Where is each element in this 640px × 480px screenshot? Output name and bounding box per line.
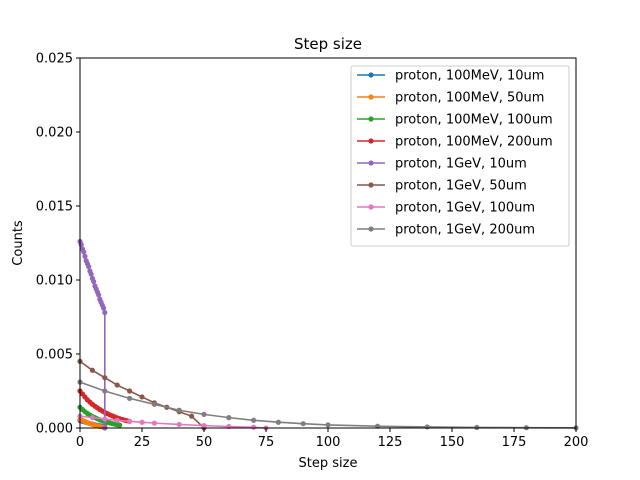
data-point <box>100 305 107 311</box>
data-point <box>102 388 108 394</box>
data-point <box>189 413 195 419</box>
legend-item: proton, 1GeV, 50um <box>357 179 527 194</box>
data-point <box>127 418 133 424</box>
x-tick-label: 0 <box>76 435 84 450</box>
data-point <box>251 424 257 430</box>
legend-marker <box>368 72 374 78</box>
data-point <box>117 422 123 428</box>
x-tick-label: 50 <box>196 435 213 450</box>
x-axis-label: Step size <box>299 456 358 471</box>
data-point <box>176 421 182 428</box>
data-point <box>89 367 95 373</box>
data-point <box>102 416 108 422</box>
series-7 <box>77 413 269 431</box>
legend-item: proton, 100MeV, 10um <box>357 69 544 84</box>
x-tick-label: 75 <box>258 435 275 450</box>
x-tick-label: 200 <box>564 435 589 450</box>
data-point <box>201 411 207 417</box>
legend-label: proton, 100MeV, 100um <box>395 113 553 128</box>
data-point <box>81 249 87 255</box>
legend-label: proton, 1GeV, 200um <box>395 223 535 238</box>
data-point <box>275 419 281 425</box>
series-8 <box>77 379 579 431</box>
data-point <box>91 278 97 285</box>
series-5 <box>77 238 108 431</box>
y-axis-label: Counts <box>11 220 26 266</box>
legend-item: proton, 100MeV, 200um <box>357 135 553 150</box>
legend-label: proton, 100MeV, 10um <box>395 69 544 84</box>
x-tick-label: 125 <box>378 435 403 450</box>
data-point <box>114 382 120 388</box>
y-tick-label: 0.010 <box>36 274 73 289</box>
legend-marker <box>368 116 374 122</box>
data-point <box>127 395 133 401</box>
data-point <box>325 422 331 428</box>
legend-marker <box>368 138 374 144</box>
legend-box <box>350 65 570 247</box>
data-point <box>201 423 207 429</box>
data-point <box>251 417 257 423</box>
data-point <box>78 241 84 248</box>
legend-item: proton, 1GeV, 10um <box>357 157 527 172</box>
legend-marker <box>368 94 374 100</box>
y-tick-label: 0.005 <box>36 348 73 363</box>
data-point <box>127 388 133 394</box>
series-layer <box>77 238 579 431</box>
series-line <box>79 381 577 429</box>
data-point <box>114 417 120 423</box>
legend-item: proton, 1GeV, 100um <box>357 201 535 216</box>
legend-label: proton, 100MeV, 50um <box>395 91 544 106</box>
legend-label: proton, 1GeV, 10um <box>395 157 527 172</box>
legend-item: proton, 100MeV, 50um <box>357 91 544 106</box>
legend-label: proton, 1GeV, 50um <box>395 179 527 194</box>
data-point <box>151 420 157 426</box>
y-tick-label: 0.015 <box>36 200 73 215</box>
data-point <box>151 401 157 407</box>
legend: proton, 100MeV, 10um proton, 100MeV, 50um… <box>350 65 570 247</box>
data-point <box>139 394 145 400</box>
legend-marker <box>368 160 374 166</box>
data-point <box>300 421 306 427</box>
data-point <box>96 292 102 298</box>
data-point <box>102 375 108 381</box>
legend-marker <box>368 204 374 210</box>
y-tick-label: 0.020 <box>36 126 73 141</box>
x-tick-label: 25 <box>134 435 151 450</box>
x-tick-label: 175 <box>502 435 527 450</box>
legend-label: proton, 100MeV, 200um <box>395 135 553 150</box>
legend-marker <box>368 226 374 232</box>
data-point <box>88 271 94 277</box>
data-point <box>102 309 108 316</box>
data-point <box>424 424 430 430</box>
y-ticks: 0.000 0.005 0.010 0.015 0.020 0.025 <box>36 52 80 437</box>
data-point <box>89 415 95 421</box>
data-point <box>226 415 232 421</box>
y-tick-label: 0.025 <box>36 52 73 67</box>
x-tick-label: 150 <box>440 435 465 450</box>
data-point <box>82 253 88 259</box>
data-point <box>139 419 145 425</box>
data-point <box>86 264 92 270</box>
legend-label: proton, 1GeV, 100um <box>395 201 535 216</box>
legend-marker <box>368 182 374 188</box>
chart-title: Step size <box>294 35 362 53</box>
data-point <box>474 424 480 431</box>
y-tick-label: 0.000 <box>36 422 73 437</box>
x-tick-label: 100 <box>316 435 341 450</box>
legend-item: proton, 1GeV, 200um <box>357 223 535 238</box>
legend-item: proton, 100MeV, 100um <box>357 113 553 128</box>
x-ticks: 0 25 50 75 100 125 150 175 200 <box>76 428 589 450</box>
data-point <box>176 407 182 413</box>
